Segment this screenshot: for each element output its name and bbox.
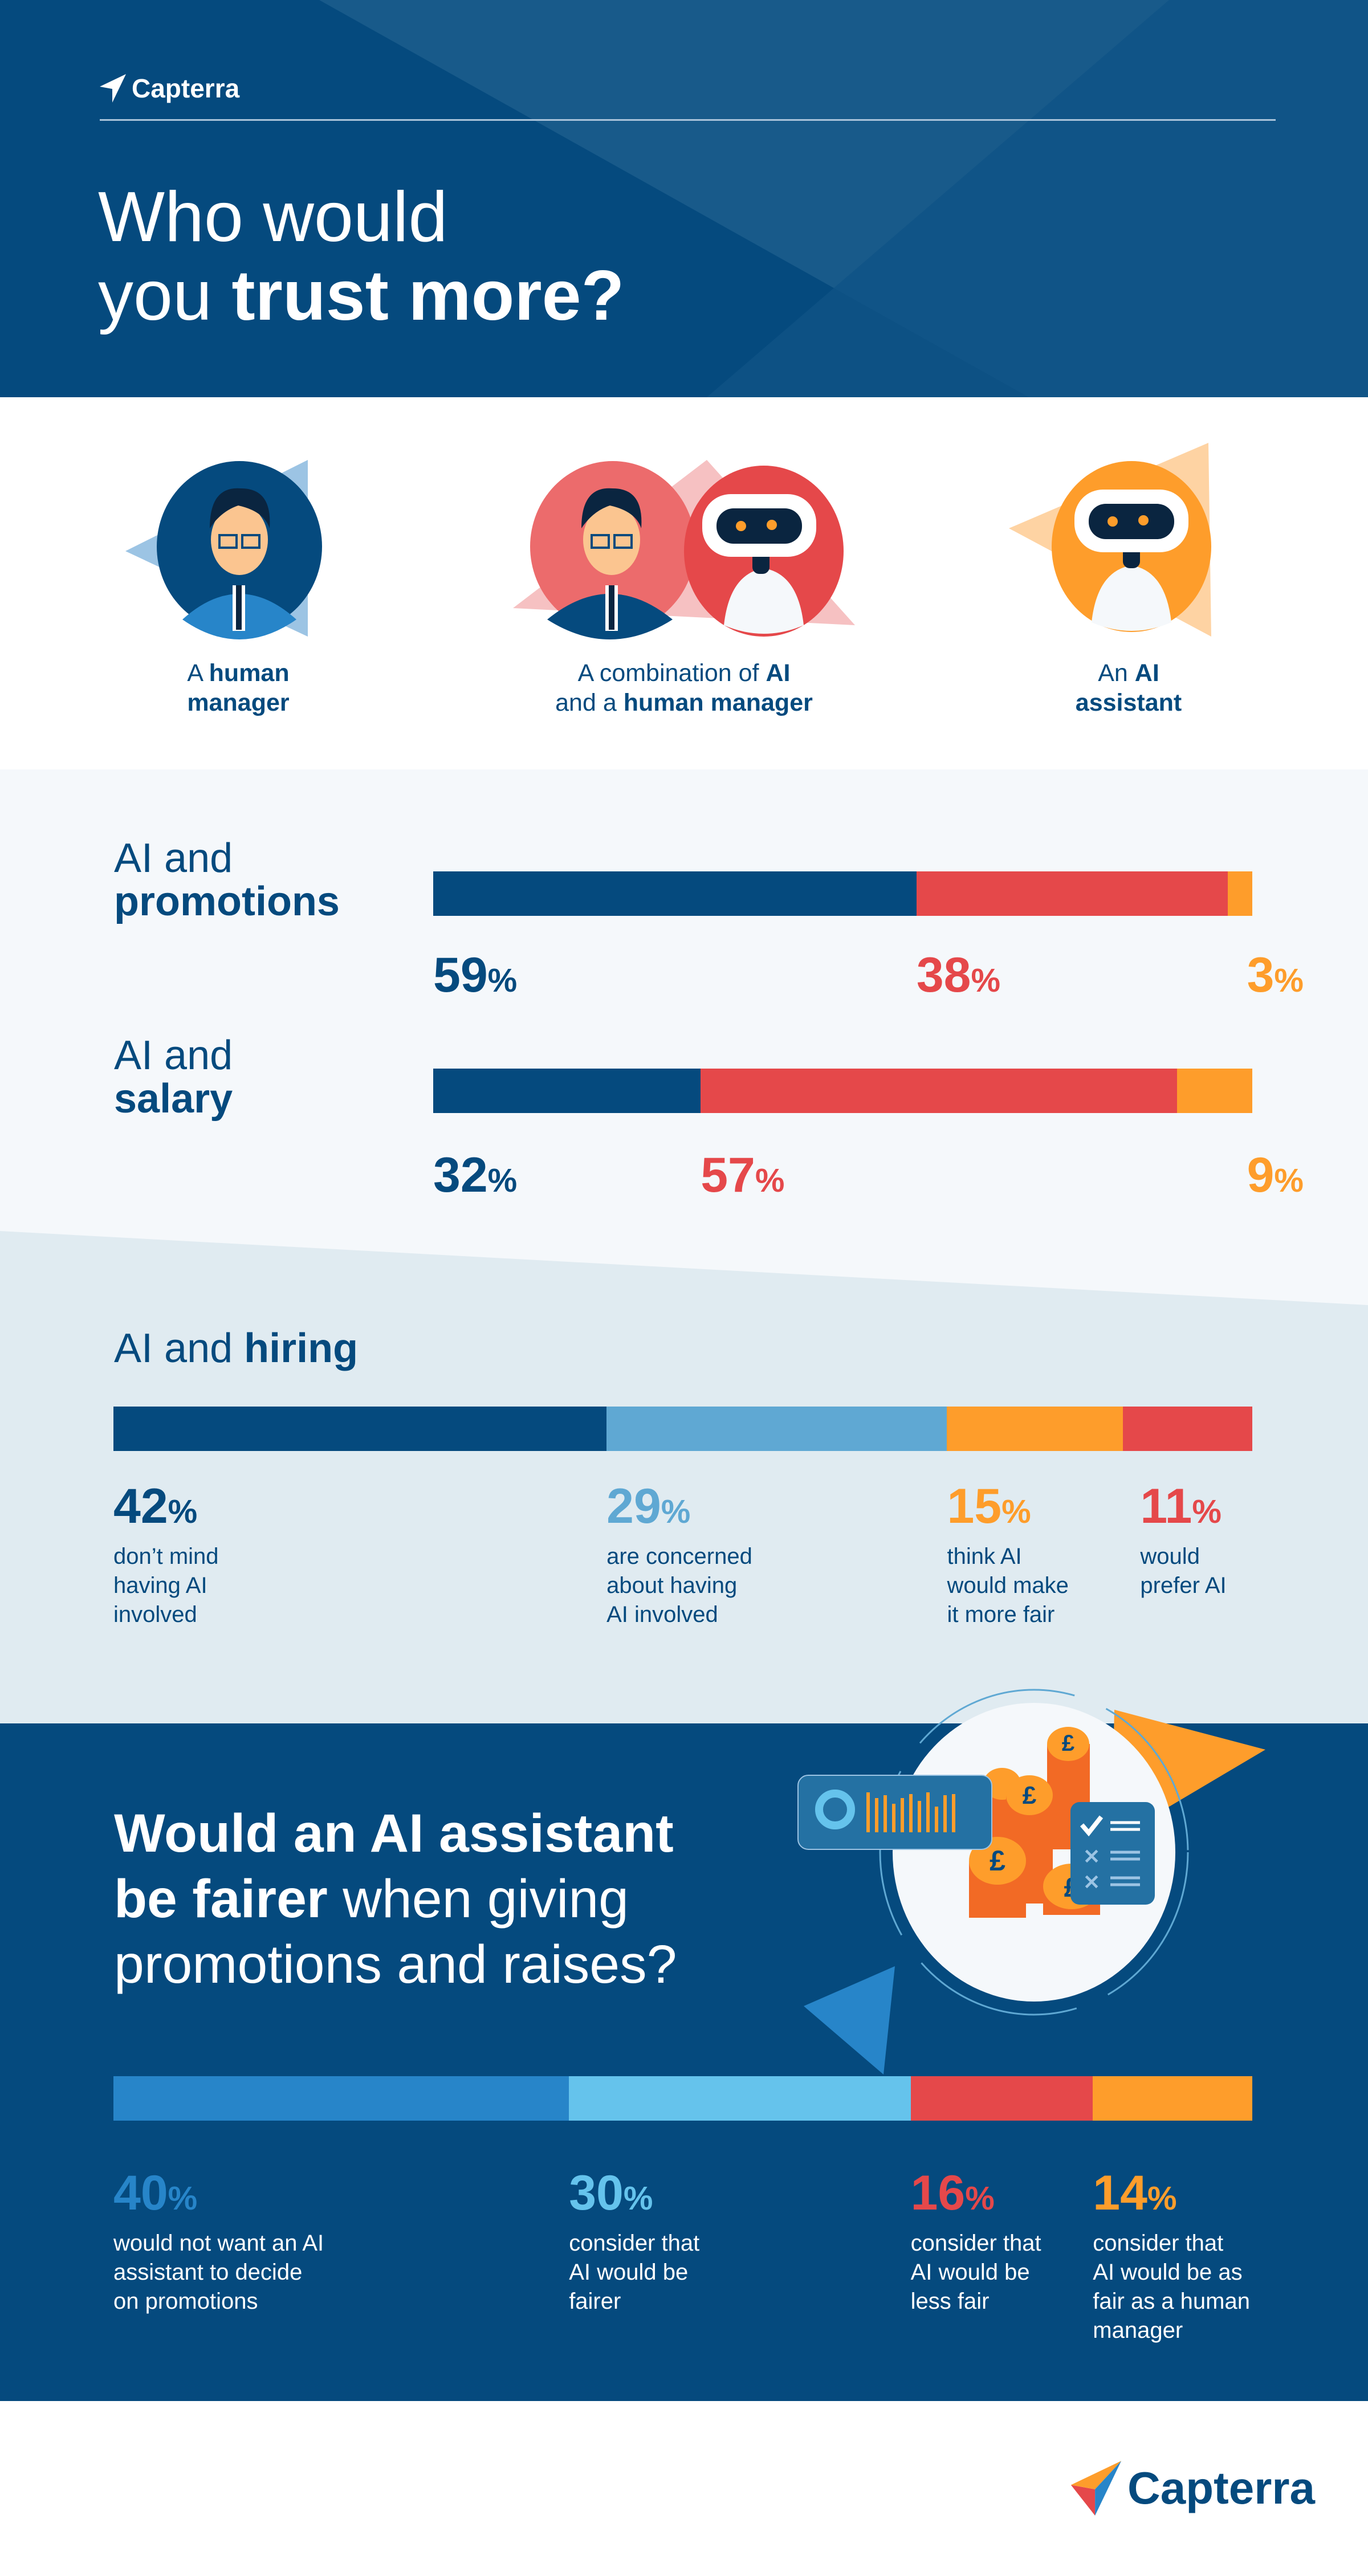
dont-mind-stat: 42% don’t mind having AI involved [113,1481,219,1629]
less-fair-segment [910,2076,1093,2121]
stat-description: don’t mind having AI involved [113,1544,219,1627]
fairer-percent: 30% [569,2166,653,2220]
ai-percent: 3% [1247,948,1304,1002]
promotions-percentages: 59% 38% 3% [433,949,1304,1001]
ai-percent: 9% [1247,1148,1304,1203]
trust-options-illustrations [125,443,1211,639]
combination-avatar [513,460,855,639]
not-want-stat: 40% would not want an AI assistant to deci… [113,2167,324,2316]
hiring-label: AI and hiring [114,1326,359,1371]
capterra-logo[interactable]: Capterra [100,73,239,104]
less-fair-percent: 16% [910,2166,995,2220]
salary-label: AI and salary [114,1033,233,1122]
more-fair-stat: 15% think AI would make it more fair [947,1481,1068,1629]
stat-description: consider that AI would be fairer [569,2231,700,2314]
header-banner: Capterra Who would you trust more? [0,0,1368,397]
salary-percentages: 32% 57% 9% [433,1150,1304,1201]
stat-description: think AI would make it more fair [947,1544,1069,1627]
stat-description: would not want an AI assistant to decide o… [113,2231,324,2314]
coins-illustration: ££££ ✕✕ [797,1689,1265,2074]
combination-segment [701,1069,1178,1113]
combination-percent: 57% [701,1148,785,1203]
fairer-title: Would an AI assistant be fairer when giv… [114,1803,677,1995]
fairer-stat: 30% consider that AI would be fairer [569,2167,699,2316]
footer-capterra-logo[interactable]: Capterra [1070,2461,1315,2516]
fairer-bar [113,2076,1252,2121]
concerned-percent: 29% [606,1479,691,1534]
page-title: Who would you trust more? [98,178,625,335]
stat-description: consider that AI would be as fair as a hum… [1093,2231,1250,2343]
ai-segment [1227,871,1252,916]
capterra-arrow-icon [1070,2461,1122,2516]
dont-mind-segment [113,1407,607,1451]
svg-text:✕: ✕ [1083,1845,1100,1868]
svg-text:✕: ✕ [1083,1870,1100,1894]
as-fair-stat: 14% consider that AI would be as fair as a … [1093,2167,1250,2345]
human-segment [433,871,917,916]
stat-description: are concerned about having AI involved [606,1544,752,1627]
human-percent: 59% [433,948,518,1002]
salary-bar [433,1069,1252,1113]
combination-segment [916,871,1228,916]
svg-text:£: £ [1023,1782,1037,1809]
dont-mind-percent: 42% [113,1479,198,1534]
stat-description: would prefer AI [1140,1544,1227,1598]
background-shapes [319,0,1368,397]
combination-percent: 38% [916,948,1001,1002]
option-combination: A combination of AI and a human manager [555,659,813,716]
stat-description: consider that AI would be less fair [910,2231,1041,2314]
fairer-segment [569,2076,911,2121]
concerned-segment [606,1407,947,1451]
option-ai-assistant: An AI assistant [1075,659,1182,716]
as-fair-segment [1093,2076,1252,2121]
human-segment [433,1069,701,1113]
less-fair-stat: 16% consider that AI would be less fair [911,2167,1041,2316]
more-fair-percent: 15% [947,1479,1031,1534]
human-manager-avatar [125,460,322,639]
promotions-label: AI and promotions [114,835,340,924]
hiring-bar [113,1407,1252,1451]
not-want-percent: 40% [113,2166,198,2220]
as-fair-percent: 14% [1093,2166,1177,2220]
prefer-ai-stat: 11% would prefer AI [1140,1481,1226,1600]
human-percent: 32% [433,1148,518,1203]
option-human-manager: A human manager [187,659,290,716]
header-divider [100,119,1276,121]
svg-text:£: £ [990,1845,1005,1877]
more-fair-segment [947,1407,1123,1451]
ai-assistant-avatar [1009,443,1211,637]
capterra-arrow-icon [100,74,126,103]
svg-text:£: £ [1062,1731,1074,1756]
prefer-ai-percent: 11% [1140,1479,1222,1534]
prefer-ai-segment [1123,1407,1252,1451]
promotions-bar [433,871,1252,916]
ai-segment [1177,1069,1252,1113]
not-want-segment [113,2076,569,2121]
concerned-stat: 29% are concerned about having AI involved [606,1481,752,1629]
